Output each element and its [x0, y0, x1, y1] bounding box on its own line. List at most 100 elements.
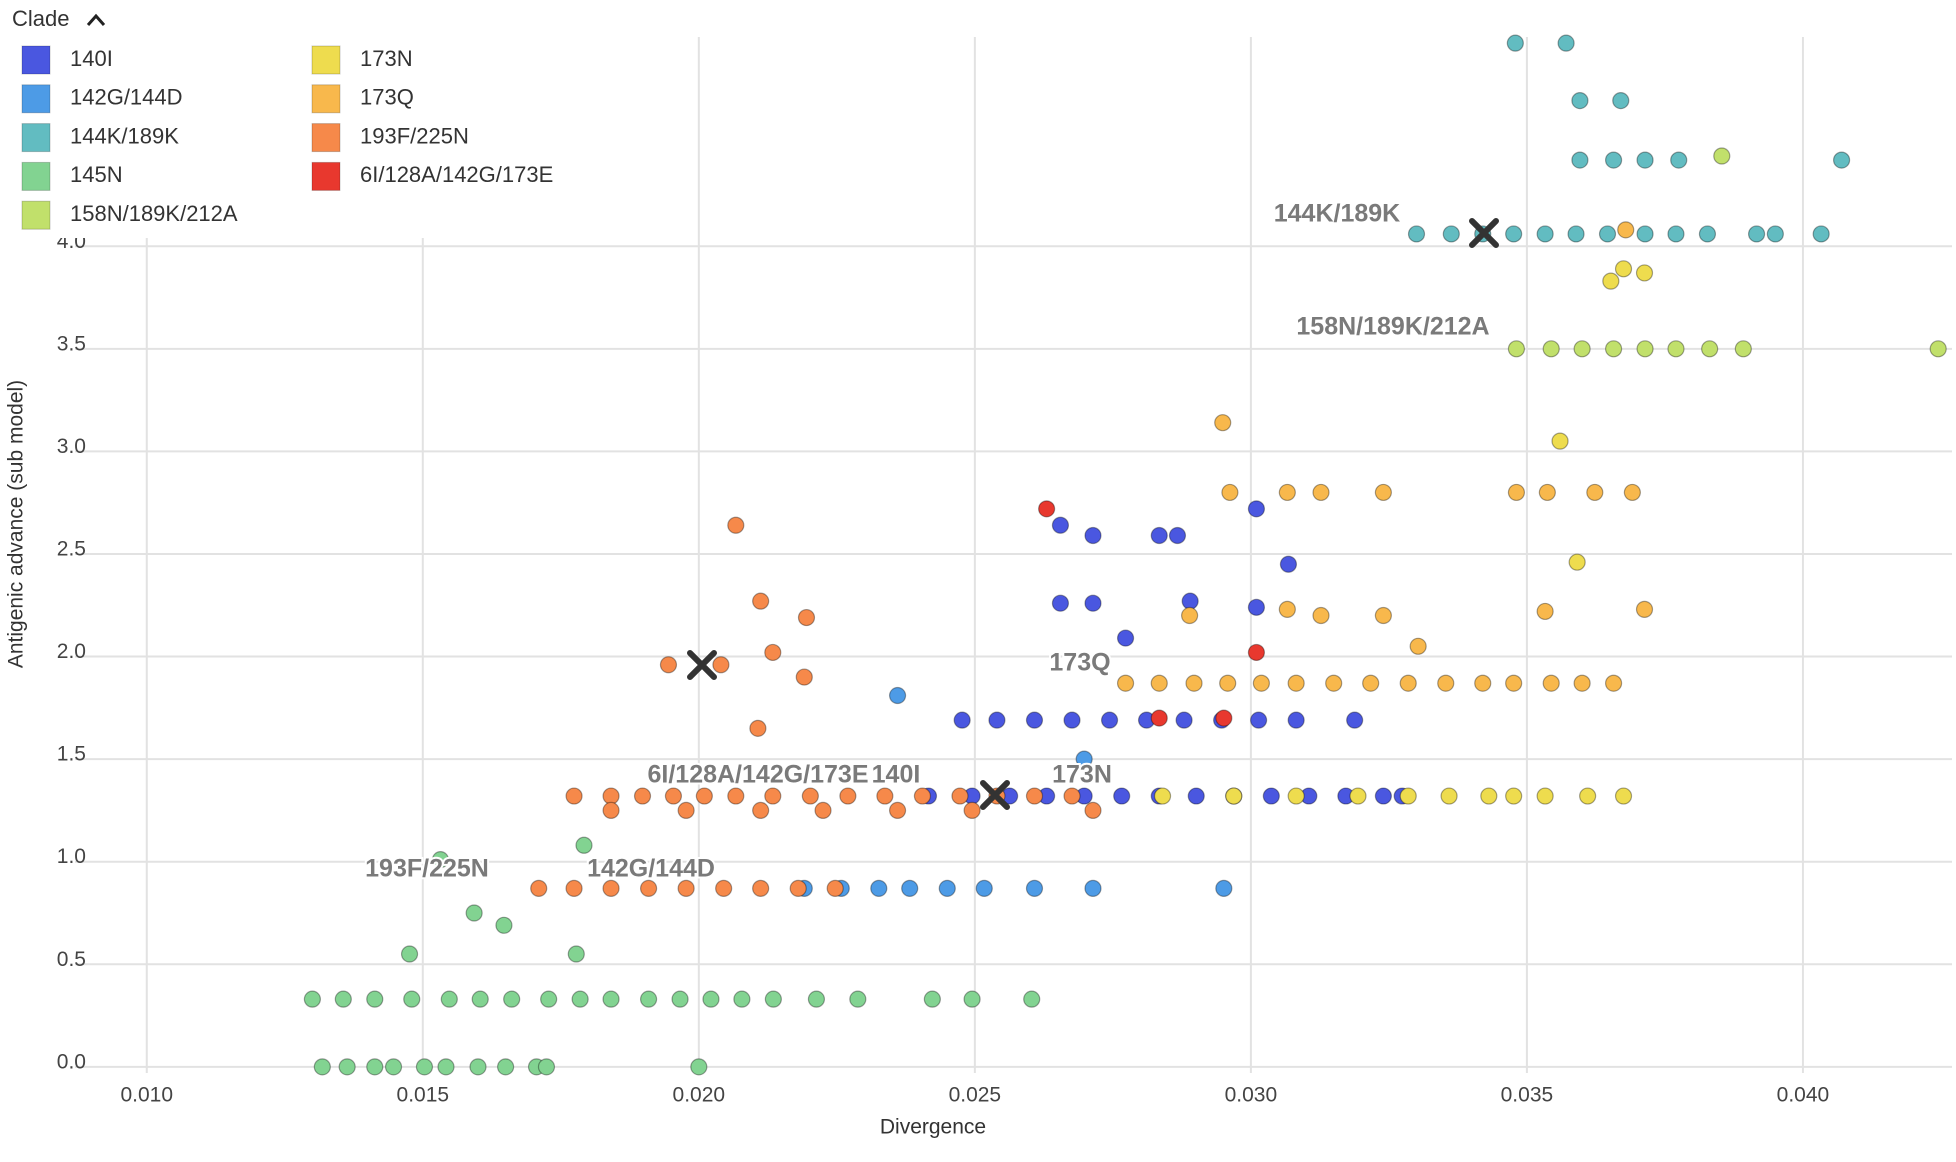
point	[1038, 500, 1056, 518]
legend-label[interactable]: 145N	[70, 162, 123, 187]
point	[495, 916, 513, 934]
point	[1325, 674, 1343, 692]
point	[1604, 674, 1623, 692]
y-tick-label: 1.5	[57, 743, 86, 766]
point	[1063, 711, 1081, 729]
x-tick-label: 0.010	[120, 1084, 173, 1107]
legend-swatch	[311, 161, 341, 191]
legend-label[interactable]: 142G/144D	[70, 85, 183, 110]
legend-label[interactable]: 173N	[360, 46, 413, 71]
y-axis-title: Antigenic advance (sub model)	[5, 380, 28, 668]
point	[1219, 674, 1237, 692]
point	[1701, 340, 1719, 358]
point	[1247, 500, 1266, 518]
point	[465, 904, 483, 922]
point	[1287, 711, 1305, 729]
legend-swatch	[311, 45, 341, 75]
point	[1929, 340, 1947, 358]
point	[384, 1058, 403, 1076]
legend-label[interactable]: 6I/128A/142G/173E	[360, 162, 553, 187]
point	[1635, 600, 1654, 618]
point	[1505, 674, 1523, 692]
point	[400, 945, 419, 963]
point	[677, 801, 695, 820]
point	[1187, 787, 1205, 805]
point	[1734, 340, 1752, 358]
y-tick-label: 3.5	[57, 332, 86, 355]
legend-label[interactable]: 173Q	[360, 85, 414, 110]
x-tick-label: 0.015	[397, 1084, 450, 1107]
point	[1063, 787, 1081, 805]
point	[715, 879, 733, 897]
point	[1636, 225, 1654, 243]
point	[712, 656, 730, 674]
point	[366, 990, 384, 1008]
point	[752, 592, 770, 610]
point	[1407, 225, 1426, 243]
point	[1832, 151, 1851, 169]
point	[1346, 711, 1364, 729]
point	[1153, 787, 1172, 805]
legend: Clade 140I 142G/144D 144K/189K 145N 158N/189…	[0, 0, 590, 238]
point	[1168, 526, 1187, 545]
point	[1312, 606, 1330, 625]
legend-swatch	[21, 200, 51, 230]
x-tick-label: 0.020	[673, 1084, 726, 1107]
point	[659, 656, 678, 674]
point	[1252, 674, 1270, 692]
y-tick-label: 0.0	[57, 1050, 86, 1073]
point	[1614, 787, 1633, 805]
point	[1586, 483, 1604, 502]
point	[415, 1058, 434, 1076]
point	[431, 851, 450, 869]
legend-label[interactable]: 140I	[70, 46, 113, 71]
point	[764, 990, 782, 1008]
point	[1604, 151, 1623, 169]
point	[749, 719, 767, 737]
point	[1084, 879, 1102, 897]
clade-label: 173Q	[1049, 649, 1110, 677]
point	[913, 787, 932, 805]
point	[1567, 225, 1585, 243]
point	[1262, 787, 1280, 805]
point	[1617, 221, 1635, 239]
point	[733, 990, 751, 1008]
point	[1812, 225, 1830, 243]
point	[849, 990, 867, 1008]
point	[540, 990, 558, 1008]
cross-marker	[687, 650, 717, 680]
point	[923, 990, 941, 1008]
point	[1215, 879, 1233, 897]
legend-label[interactable]: 193F/225N	[360, 123, 469, 148]
point	[1278, 483, 1296, 502]
point	[752, 801, 770, 820]
legend-label[interactable]: 158N/189K/212A	[70, 201, 238, 226]
point	[1670, 151, 1688, 169]
legend-title[interactable]: Clade	[12, 6, 69, 31]
point	[695, 787, 713, 805]
point	[963, 801, 981, 820]
point	[1747, 225, 1766, 243]
point	[537, 1058, 556, 1076]
point	[602, 787, 620, 805]
point	[1250, 711, 1268, 729]
crosses	[687, 218, 1499, 810]
clade-label: 193F/225N	[365, 855, 489, 883]
point	[1766, 225, 1784, 243]
point	[876, 787, 894, 805]
point	[727, 787, 745, 805]
point	[1175, 711, 1193, 729]
point	[1557, 34, 1575, 52]
legend-label[interactable]: 144K/189K	[70, 123, 179, 148]
point	[963, 990, 981, 1008]
y-tick-label: 2.5	[57, 538, 86, 561]
point	[1440, 787, 1458, 805]
point	[403, 990, 421, 1008]
point	[1536, 787, 1554, 805]
point	[1025, 711, 1044, 729]
legend-swatch	[21, 45, 51, 75]
collapse-icon[interactable]	[86, 13, 106, 26]
point	[975, 879, 993, 897]
point	[1084, 526, 1102, 545]
points	[303, 34, 1947, 1076]
